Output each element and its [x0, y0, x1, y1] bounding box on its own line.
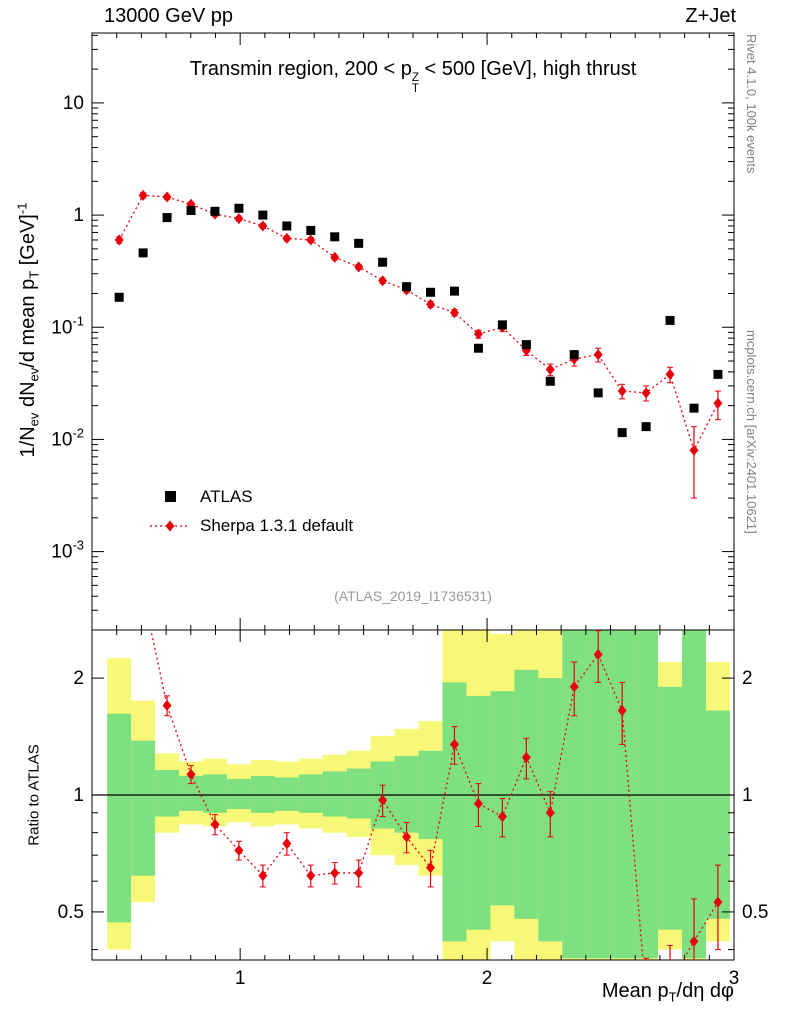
- legend: ATLAS Sherpa 1.3.1 default: [148, 482, 353, 540]
- ylabel-sub: T: [26, 270, 42, 279]
- svg-text:1: 1: [235, 968, 246, 989]
- svg-text:10-3: 10-3: [51, 538, 84, 563]
- sherpa-ratio-series: [150, 630, 723, 960]
- ratio-y-axis-label: Ratio to ATLAS: [25, 744, 43, 846]
- ylabel-part: 1/N: [16, 426, 39, 458]
- svg-text:10-1: 10-1: [51, 313, 84, 338]
- xlabel-part: /dη dφ: [676, 980, 734, 1002]
- svg-text:2: 2: [73, 668, 84, 689]
- beam-energy-label: 13000 GeV pp: [104, 5, 233, 27]
- svg-text:2: 2: [742, 668, 753, 689]
- plot-title-sub: T: [411, 82, 419, 96]
- svg-text:1: 1: [742, 785, 753, 806]
- ylabel-part: dN: [16, 381, 39, 413]
- process-label: Z+Jet: [685, 5, 736, 27]
- rivet-version-note: Rivet 4.1.0, 100k events: [744, 34, 759, 174]
- ratio-uncertainty-bands: [107, 630, 730, 960]
- xlabel-sub: T: [668, 989, 677, 1005]
- plot-title-sup: Z: [411, 70, 419, 84]
- main-y-axis-label: 1/Nev dNev/d mean pT [GeV]-1: [15, 203, 42, 458]
- x-axis-label: Mean pT/dη dφ: [92, 980, 734, 1005]
- svg-text:0.5: 0.5: [742, 902, 768, 923]
- ylabel-part: [GeV]: [16, 214, 39, 271]
- ylabel-part: /d mean p: [16, 278, 39, 368]
- ylabel-sup: -1: [14, 202, 30, 215]
- svg-text:3: 3: [729, 968, 740, 989]
- svg-text:0.5: 0.5: [58, 902, 84, 923]
- svg-text:1: 1: [73, 205, 84, 226]
- legend-item-atlas: ATLAS: [148, 482, 353, 511]
- svg-text:1: 1: [73, 785, 84, 806]
- analysis-id-watermark: (ATLAS_2019_I1736531): [334, 588, 492, 604]
- sherpa-series-main: [114, 189, 723, 499]
- legend-label-sherpa: Sherpa 1.3.1 default: [200, 515, 354, 535]
- svg-text:2: 2: [482, 968, 493, 989]
- plot-title-text1: Transmin region, 200 < p: [189, 58, 412, 80]
- mcplots-arxiv-note: mcplots.cern.ch [arXiv:2401.10621]: [744, 330, 759, 534]
- atlas-series-main: [114, 203, 723, 438]
- svg-text:10: 10: [63, 93, 84, 114]
- ylabel-sub: ev: [26, 367, 42, 382]
- atlas-marker-icon: [148, 491, 192, 502]
- sherpa-marker-icon: [148, 518, 192, 534]
- tick-labels: 10 1 10-1 10-2 10-3 0.5 0.5 1 1 2 2 1 2 3: [51, 93, 768, 989]
- plot-title-text2: < 500 [GeV], high thrust: [418, 58, 637, 80]
- ylabel-sub: ev: [26, 412, 42, 427]
- legend-label-atlas: ATLAS: [200, 486, 253, 506]
- legend-item-sherpa: Sherpa 1.3.1 default: [148, 511, 353, 540]
- axes-frame: [91, 32, 735, 961]
- xlabel-part: Mean p: [601, 980, 669, 1002]
- svg-text:10-2: 10-2: [51, 425, 84, 450]
